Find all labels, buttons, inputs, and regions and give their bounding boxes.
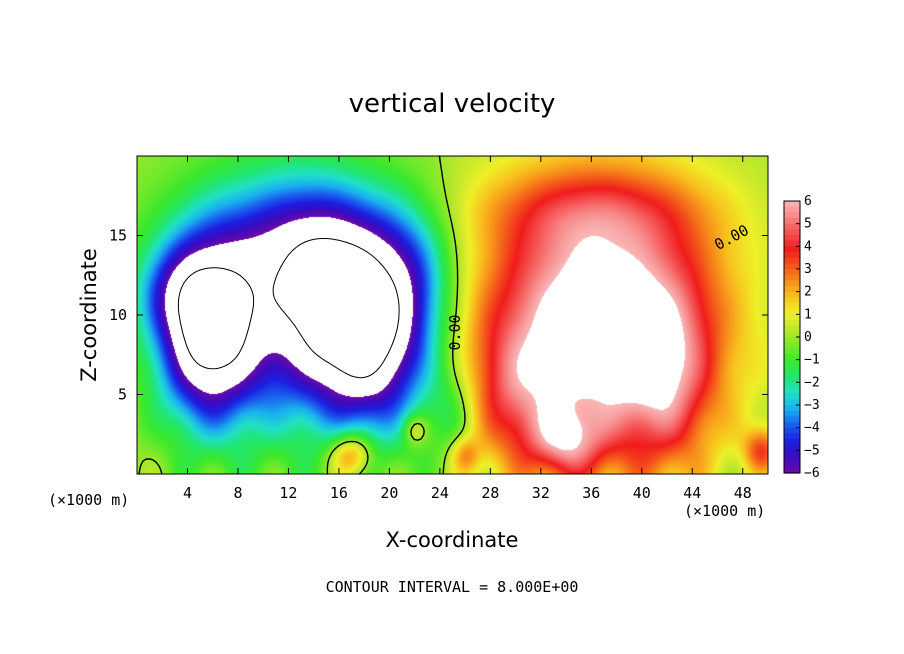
colorbar-segment (784, 439, 800, 446)
colorbar-tick-label: 1 (804, 307, 812, 322)
chart-title: vertical velocity (349, 89, 556, 119)
colorbar-segment (784, 450, 800, 457)
colorbar-segment (784, 422, 800, 429)
colorbar-segment (784, 325, 800, 332)
x-unit-label-right: (×1000 m) (684, 502, 765, 520)
colorbar-segment (784, 274, 800, 281)
colorbar-segment (784, 314, 800, 321)
colorbar-segment (784, 348, 800, 355)
colorbar-segment (784, 461, 800, 468)
colorbar-segment (784, 342, 800, 349)
contour-lines (138, 155, 466, 475)
colorbar-segment (784, 456, 800, 463)
x-axis-label: X-coordinate (386, 528, 519, 552)
colorbar-segment (784, 229, 800, 236)
colorbar-segment (784, 399, 800, 406)
colorbar-tick-label: 0 (804, 330, 812, 345)
contour-interval-footer: CONTOUR INTERVAL = 8.000E+00 (326, 578, 579, 596)
x-tick-label: 44 (683, 484, 701, 502)
x-unit-label-left: (×1000 m) (48, 491, 129, 509)
colorbar-segment (784, 240, 800, 247)
heatmap-field (137, 156, 768, 474)
colorbar-segment (784, 269, 800, 276)
colorbar-segment (784, 433, 800, 440)
colorbar-segment (784, 416, 800, 423)
x-tick-label: 8 (233, 484, 242, 502)
colorbar-tick-label: 5 (804, 217, 812, 232)
colorbar-segment (784, 223, 800, 230)
x-tick-label: 12 (279, 484, 297, 502)
colorbar-segment (784, 291, 800, 298)
colorbar-tick-label: 2 (804, 285, 812, 300)
colorbar-segment (784, 427, 800, 434)
colorbar-segment (784, 376, 800, 383)
colorbar-segment (784, 218, 800, 225)
colorbar-segment (784, 388, 800, 395)
colorbar-tick-label: −1 (804, 353, 820, 368)
x-tick-label: 4 (183, 484, 192, 502)
colorbar-segment (784, 280, 800, 287)
y-axis-ticks: 5 10 15 (109, 227, 768, 404)
y-tick-label: 15 (109, 227, 127, 245)
x-tick-label: 20 (380, 484, 398, 502)
x-tick-label: 32 (532, 484, 550, 502)
x-tick-label: 16 (330, 484, 348, 502)
colorbar-segment (784, 212, 800, 219)
colorbar-segment (784, 405, 800, 412)
x-tick-label: 36 (582, 484, 600, 502)
colorbar-segment (784, 303, 800, 310)
y-axis-label: Z-coordinate (77, 248, 101, 382)
colorbar-segment (784, 206, 800, 213)
x-tick-label: 40 (633, 484, 651, 502)
colorbar-segment (784, 331, 800, 338)
colorbar-segment (784, 467, 800, 474)
colorbar-segment (784, 410, 800, 417)
colorbar-tick-label: −3 (804, 398, 820, 413)
colorbar-segment (784, 359, 800, 366)
colorbar-segment (784, 382, 800, 389)
y-tick-label: 5 (118, 386, 127, 404)
colorbar-segment (784, 354, 800, 361)
colorbar-tick-label: −2 (804, 375, 820, 390)
colorbar-tick-label: −6 (804, 466, 820, 481)
x-tick-label: 28 (481, 484, 499, 502)
contour-zero (138, 155, 466, 475)
x-tick-label: 24 (431, 484, 449, 502)
colorbar-segment (784, 252, 800, 259)
colorbar-tick-label: 3 (804, 262, 812, 277)
colorbar-segment (784, 320, 800, 327)
colorbar-segment (784, 263, 800, 270)
colorbar-tick-label: −5 (804, 443, 820, 458)
colorbar-segment (784, 444, 800, 451)
y-tick-label: 10 (109, 306, 127, 324)
colorbar-tick-label: 4 (804, 239, 812, 254)
colorbar-segment (784, 201, 800, 208)
colorbar-tick-label: 6 (804, 194, 812, 209)
colorbar: 6 5 4 3 2 1 0 −1 −2 −3 −4 −5 −6 (783, 194, 820, 481)
colorbar-segment (784, 337, 800, 344)
colorbar-segment (784, 297, 800, 304)
colorbar-tick-label: −4 (804, 421, 820, 436)
x-axis-ticks: 4 8 12 16 20 24 28 32 36 40 44 48 (183, 156, 752, 502)
colorbar-segment (784, 365, 800, 372)
colorbar-segment (784, 235, 800, 242)
plot-area: 0.000.00 (136, 155, 769, 475)
x-tick-label: 48 (734, 484, 752, 502)
colorbar-segment (784, 246, 800, 253)
colorbar-segment (784, 257, 800, 264)
colorbar-segment (784, 308, 800, 315)
contour-negative (177, 238, 400, 379)
colorbar-segment (784, 371, 800, 378)
colorbar-segment (784, 393, 800, 400)
colorbar-segment (784, 286, 800, 293)
contour-label-0: 0.00 (446, 314, 464, 350)
